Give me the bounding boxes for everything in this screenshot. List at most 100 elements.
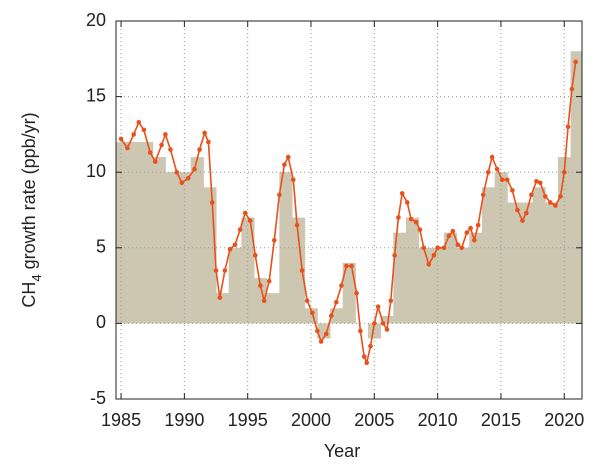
growth-dot bbox=[523, 210, 529, 216]
growth-dot bbox=[192, 166, 197, 172]
bar bbox=[456, 247, 470, 324]
growth-dot bbox=[515, 207, 520, 213]
growth-dot bbox=[431, 253, 437, 258]
growth-dot bbox=[323, 331, 329, 337]
bar bbox=[469, 232, 483, 324]
growth-dot bbox=[318, 339, 324, 344]
x-tick-label: 1995 bbox=[228, 410, 268, 430]
growth-dot bbox=[573, 59, 578, 65]
growth-dot bbox=[185, 175, 191, 181]
growth-dot bbox=[504, 177, 510, 183]
x-tick-label: 2010 bbox=[418, 410, 458, 430]
growth-dot bbox=[494, 166, 500, 172]
growth-dot bbox=[459, 245, 465, 251]
bar bbox=[557, 157, 572, 324]
growth-dot bbox=[131, 132, 137, 137]
growth-dot bbox=[364, 360, 370, 366]
growth-dot bbox=[446, 233, 452, 239]
growth-dot bbox=[213, 268, 219, 273]
y-tick-label: -5 bbox=[90, 388, 106, 408]
x-tick-label: 1990 bbox=[164, 410, 204, 430]
growth-dot bbox=[565, 124, 571, 130]
bar bbox=[127, 141, 141, 324]
bar bbox=[494, 172, 508, 324]
growth-dot bbox=[388, 298, 394, 304]
x-axis-label: Year bbox=[324, 441, 360, 461]
growth-dot bbox=[408, 216, 414, 222]
growth-dot bbox=[435, 245, 440, 251]
growth-dot bbox=[258, 283, 263, 288]
growth-dot bbox=[282, 162, 287, 167]
growth-dot bbox=[534, 178, 539, 184]
growth-dot bbox=[520, 218, 525, 223]
growth-dot bbox=[136, 120, 142, 125]
growth-dot bbox=[344, 263, 349, 269]
growth-dot bbox=[197, 147, 202, 152]
growth-dot bbox=[174, 169, 180, 175]
growth-dot bbox=[569, 86, 575, 92]
growth-dot bbox=[125, 145, 130, 151]
growth-dot bbox=[450, 228, 456, 234]
bar bbox=[532, 187, 546, 324]
growth-dot bbox=[159, 142, 164, 148]
growth-dot bbox=[217, 295, 223, 300]
growth-dot bbox=[349, 263, 354, 269]
growth-dot bbox=[542, 194, 548, 199]
bar bbox=[367, 323, 382, 339]
y-axis-label: CH4 growth rate (ppb/yr) bbox=[19, 112, 44, 307]
growth-dot bbox=[396, 215, 401, 220]
growth-dot bbox=[271, 237, 277, 243]
bar bbox=[266, 293, 280, 324]
bar bbox=[216, 293, 230, 324]
growth-dot bbox=[361, 354, 367, 359]
growth-dot bbox=[480, 192, 486, 198]
bar bbox=[545, 202, 559, 324]
growth-dot bbox=[485, 169, 491, 175]
x-tick-label: 2000 bbox=[291, 410, 331, 430]
growth-dot bbox=[261, 298, 267, 304]
growth-dot bbox=[417, 227, 423, 232]
bar bbox=[228, 247, 242, 324]
x-tick-label: 2020 bbox=[544, 410, 584, 430]
growth-dot bbox=[537, 180, 543, 186]
x-tick-label: 2015 bbox=[481, 410, 521, 430]
growth-dot bbox=[334, 299, 339, 305]
bar bbox=[254, 278, 268, 324]
growth-dot bbox=[558, 194, 563, 199]
growth-dot bbox=[548, 200, 553, 205]
growth-dot bbox=[475, 222, 481, 228]
growth-dot bbox=[168, 147, 173, 152]
growth-dot bbox=[202, 130, 207, 136]
bar bbox=[342, 262, 356, 324]
bar bbox=[380, 315, 394, 324]
growth-dot bbox=[421, 245, 427, 251]
y-tick-label: 5 bbox=[96, 237, 106, 257]
bar bbox=[405, 217, 420, 324]
growth-dot bbox=[553, 203, 558, 208]
growth-dot bbox=[266, 278, 272, 284]
growth-dot bbox=[529, 192, 534, 198]
bar bbox=[165, 172, 179, 324]
growth-dot bbox=[468, 225, 473, 231]
growth-dot bbox=[399, 191, 405, 196]
bar bbox=[481, 187, 496, 324]
growth-dot bbox=[147, 150, 153, 155]
growth-dot bbox=[227, 247, 233, 252]
growth-dot bbox=[304, 298, 310, 304]
growth-dot bbox=[152, 159, 158, 164]
growth-dot bbox=[237, 227, 243, 232]
y-tick-label: 20 bbox=[86, 10, 106, 30]
growth-dot bbox=[464, 230, 470, 235]
bar bbox=[507, 202, 521, 324]
growth-dot bbox=[368, 343, 373, 349]
growth-dot bbox=[179, 180, 185, 186]
growth-dot bbox=[354, 290, 359, 296]
growth-dot bbox=[232, 242, 238, 248]
bar bbox=[140, 141, 154, 324]
bar bbox=[292, 217, 306, 324]
bar bbox=[519, 202, 534, 324]
bar bbox=[241, 217, 255, 324]
x-tick-label: 1985 bbox=[101, 410, 141, 430]
growth-dot bbox=[222, 268, 228, 273]
